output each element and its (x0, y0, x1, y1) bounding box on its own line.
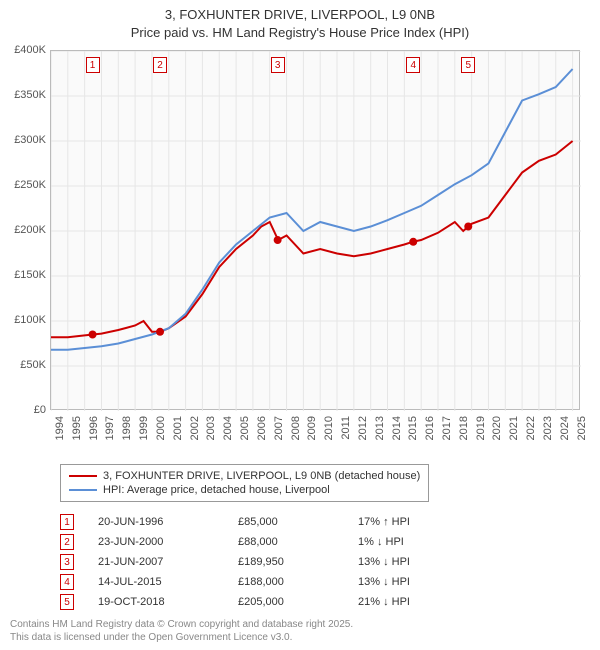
x-tick-label: 1995 (71, 416, 83, 440)
x-tick-label: 2006 (256, 416, 268, 440)
legend: 3, FOXHUNTER DRIVE, LIVERPOOL, L9 0NB (d… (60, 464, 429, 502)
x-tick-label: 2000 (155, 416, 167, 440)
sales-row-marker: 3 (60, 554, 74, 570)
legend-row: 3, FOXHUNTER DRIVE, LIVERPOOL, L9 0NB (d… (69, 469, 420, 483)
x-tick-label: 2020 (491, 416, 503, 440)
x-tick-label: 2007 (273, 416, 285, 440)
x-tick-label: 2005 (239, 416, 251, 440)
x-tick-label: 1996 (88, 416, 100, 440)
x-tick-label: 2019 (475, 416, 487, 440)
sales-row: 5 19-OCT-2018£205,00021% ↓ HPI (60, 592, 478, 612)
x-tick-label: 2002 (189, 416, 201, 440)
sales-delta: 21% ↓ HPI (358, 596, 478, 608)
sale-marker: 2 (153, 57, 167, 73)
sales-row-marker: 2 (60, 534, 74, 550)
y-tick-label: £0 (34, 404, 46, 416)
x-tick-label: 2024 (559, 416, 571, 440)
x-tick-label: 2004 (222, 416, 234, 440)
x-tick-label: 1997 (104, 416, 116, 440)
y-axis-labels: £0£50K£100K£150K£200K£250K£300K£350K£400… (0, 50, 48, 410)
sales-row: 2 23-JUN-2000£88,0001% ↓ HPI (60, 532, 478, 552)
x-tick-label: 2017 (441, 416, 453, 440)
sale-marker: 4 (406, 57, 420, 73)
sales-table: 1 20-JUN-1996£85,00017% ↑ HPI 2 23-JUN-2000… (60, 512, 478, 612)
x-tick-label: 2013 (374, 416, 386, 440)
x-axis-labels: 1994 1995 1996 1997 1998 1999 2000 2001 2002 2003… (50, 412, 580, 462)
sales-row: 3 21-JUN-2007£189,95013% ↓ HPI (60, 552, 478, 572)
chart-container: 3, FOXHUNTER DRIVE, LIVERPOOL, L9 0NB Pr… (0, 0, 600, 650)
sale-dot (156, 328, 164, 336)
y-tick-label: £50K (20, 359, 46, 371)
y-tick-label: £200K (14, 224, 46, 236)
sales-date: 14-JUL-2015 (98, 576, 238, 588)
x-tick-label: 2001 (172, 416, 184, 440)
x-tick-label: 2015 (407, 416, 419, 440)
x-tick-label: 2025 (576, 416, 588, 440)
x-tick-label: 2010 (323, 416, 335, 440)
sales-date: 20-JUN-1996 (98, 516, 238, 528)
footer-line-2: This data is licensed under the Open Gov… (10, 631, 353, 644)
sale-dot (464, 223, 472, 231)
sales-row: 4 14-JUL-2015£188,00013% ↓ HPI (60, 572, 478, 592)
sales-date: 19-OCT-2018 (98, 596, 238, 608)
sales-delta: 13% ↓ HPI (358, 556, 478, 568)
sales-row-marker: 4 (60, 574, 74, 590)
sale-marker: 3 (271, 57, 285, 73)
sale-dot (409, 238, 417, 246)
x-tick-label: 2008 (290, 416, 302, 440)
sales-price: £189,950 (238, 556, 358, 568)
sale-marker: 1 (86, 57, 100, 73)
legend-swatch (69, 489, 97, 491)
sales-date: 21-JUN-2007 (98, 556, 238, 568)
x-tick-label: 2021 (508, 416, 520, 440)
sale-dot (274, 236, 282, 244)
sales-price: £88,000 (238, 536, 358, 548)
x-tick-label: 1994 (54, 416, 66, 440)
x-tick-label: 2011 (340, 416, 352, 440)
sales-row: 1 20-JUN-1996£85,00017% ↑ HPI (60, 512, 478, 532)
sales-row-marker: 1 (60, 514, 74, 530)
x-tick-label: 2022 (525, 416, 537, 440)
y-tick-label: £250K (14, 179, 46, 191)
x-tick-label: 2018 (458, 416, 470, 440)
sales-price: £188,000 (238, 576, 358, 588)
footer-line-1: Contains HM Land Registry data © Crown c… (10, 618, 353, 631)
sales-delta: 13% ↓ HPI (358, 576, 478, 588)
x-tick-label: 1999 (138, 416, 150, 440)
plot-svg (51, 51, 581, 411)
sales-delta: 1% ↓ HPI (358, 536, 478, 548)
sale-marker: 5 (461, 57, 475, 73)
title-line-2: Price paid vs. HM Land Registry's House … (0, 24, 600, 42)
plot-area: 1 2 3 4 5 (50, 50, 580, 410)
series-line (51, 141, 573, 337)
legend-label: HPI: Average price, detached house, Live… (103, 484, 330, 496)
sales-date: 23-JUN-2000 (98, 536, 238, 548)
x-tick-label: 1998 (121, 416, 133, 440)
footer-attribution: Contains HM Land Registry data © Crown c… (10, 618, 353, 644)
sales-price: £205,000 (238, 596, 358, 608)
y-tick-label: £100K (14, 314, 46, 326)
y-tick-label: £150K (14, 269, 46, 281)
sale-dot (89, 331, 97, 339)
sales-price: £85,000 (238, 516, 358, 528)
x-tick-label: 2009 (306, 416, 318, 440)
legend-row: HPI: Average price, detached house, Live… (69, 483, 420, 497)
y-tick-label: £300K (14, 134, 46, 146)
x-tick-label: 2003 (205, 416, 217, 440)
legend-swatch (69, 475, 97, 477)
x-tick-label: 2016 (424, 416, 436, 440)
sales-row-marker: 5 (60, 594, 74, 610)
x-tick-label: 2023 (542, 416, 554, 440)
y-tick-label: £350K (14, 89, 46, 101)
x-tick-label: 2012 (357, 416, 369, 440)
x-tick-label: 2014 (391, 416, 403, 440)
y-tick-label: £400K (14, 44, 46, 56)
title-line-1: 3, FOXHUNTER DRIVE, LIVERPOOL, L9 0NB (0, 6, 600, 24)
sales-delta: 17% ↑ HPI (358, 516, 478, 528)
chart-title: 3, FOXHUNTER DRIVE, LIVERPOOL, L9 0NB Pr… (0, 0, 600, 42)
legend-label: 3, FOXHUNTER DRIVE, LIVERPOOL, L9 0NB (d… (103, 470, 420, 482)
